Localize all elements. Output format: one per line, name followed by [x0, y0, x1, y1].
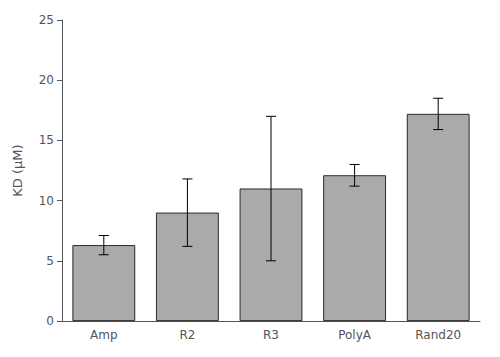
svg-text:Amp: Amp	[90, 328, 118, 342]
svg-text:15: 15	[39, 133, 54, 147]
svg-text:KD (μM): KD (μM)	[10, 144, 25, 196]
svg-text:R2: R2	[179, 328, 195, 342]
svg-text:20: 20	[39, 73, 54, 87]
svg-text:Rand20: Rand20	[415, 328, 461, 342]
svg-text:25: 25	[39, 13, 54, 27]
svg-text:R3: R3	[263, 328, 279, 342]
svg-text:0: 0	[46, 314, 54, 328]
svg-text:PolyA: PolyA	[338, 328, 372, 342]
svg-text:10: 10	[39, 194, 54, 208]
svg-text:5: 5	[46, 254, 54, 268]
